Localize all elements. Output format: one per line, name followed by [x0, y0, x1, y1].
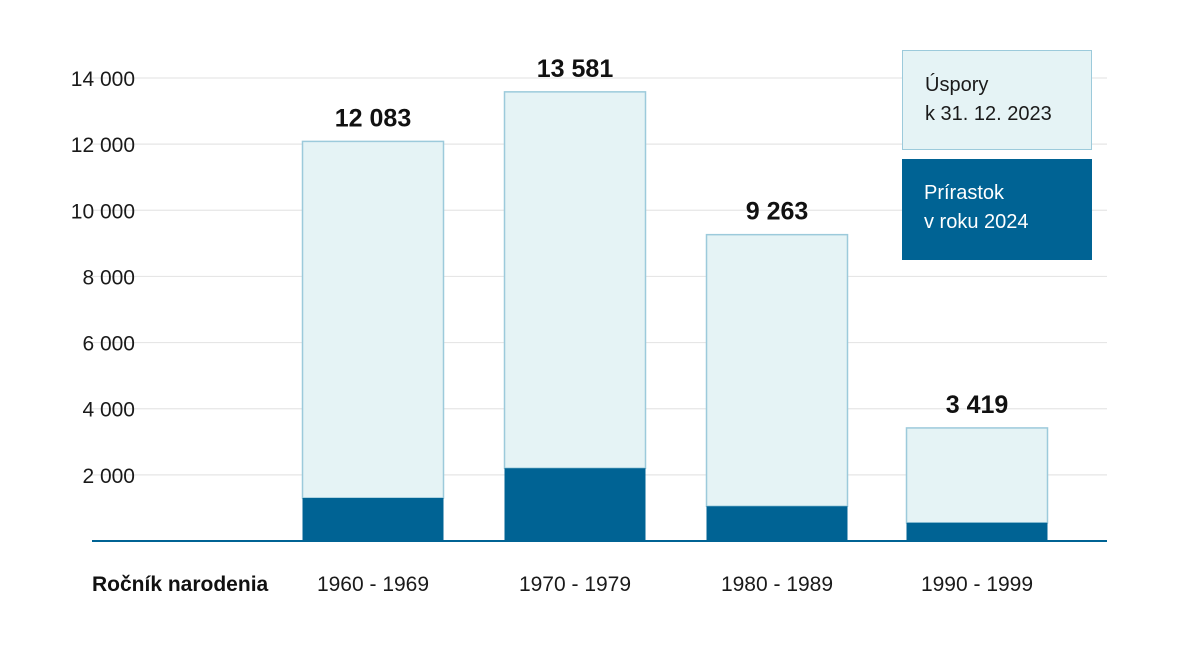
bar-savings [705, 233, 849, 508]
x-tick-label: 1960 - 1969 [317, 573, 429, 596]
bar-savings [301, 140, 445, 499]
bar-savings [503, 91, 647, 469]
y-tick-label: 14 000 [71, 68, 135, 91]
x-tick-label: 1980 - 1989 [721, 573, 833, 596]
bar-increase [906, 522, 1048, 541]
bar-increase [302, 498, 444, 541]
bar-total-label: 9 263 [746, 198, 809, 226]
legend-increase-line2: v roku 2024 [924, 211, 1029, 233]
bars [301, 91, 1049, 541]
legend-savings-line2: k 31. 12. 2023 [925, 103, 1052, 125]
bar-total-label: 13 581 [537, 55, 614, 83]
bar-savings [905, 427, 1049, 524]
y-tick-label: 6 000 [82, 333, 135, 356]
y-tick-label: 2 000 [82, 465, 135, 488]
y-tick-label: 8 000 [82, 266, 135, 289]
x-tick-label: 1990 - 1999 [921, 573, 1033, 596]
legend-savings-line1: Úspory [925, 74, 989, 96]
bar-total-label: 12 083 [335, 104, 411, 132]
bar-increase [504, 468, 646, 541]
y-tick-label: 10 000 [71, 200, 135, 223]
labels: 2 000 4 000 6 000 8 000 10 000 12 000 14 000 12… [71, 55, 1033, 596]
legend-increase: Prírastok v roku 2024 [902, 159, 1092, 260]
bar-increase [706, 506, 848, 541]
legend-savings: Úspory k 31. 12. 2023 [902, 50, 1092, 150]
y-tick-label: 12 000 [71, 134, 135, 157]
x-tick-label: 1970 - 1979 [519, 573, 631, 596]
y-tick-label: 4 000 [82, 399, 135, 422]
x-axis-title: Ročník narodenia [92, 573, 269, 596]
legend-increase-line1: Prírastok [924, 182, 1005, 204]
bar-total-label: 3 419 [946, 391, 1009, 419]
